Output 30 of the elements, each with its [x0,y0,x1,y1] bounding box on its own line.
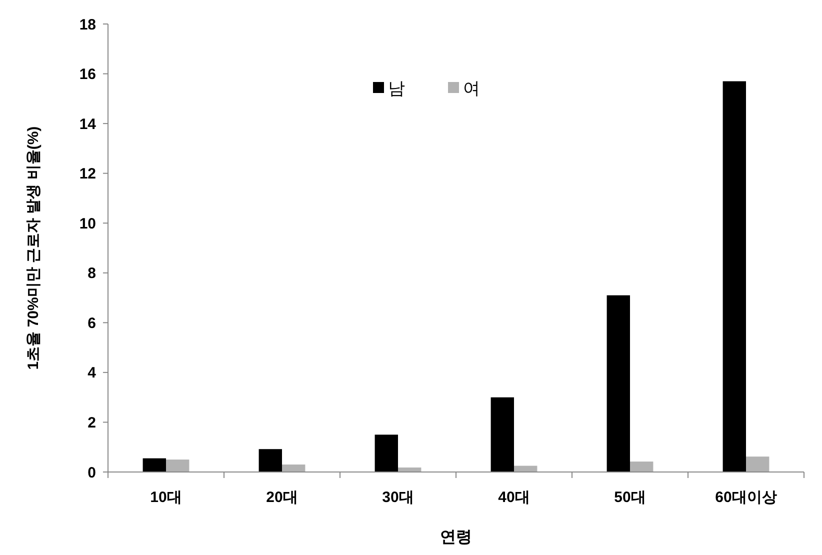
bar [630,462,654,472]
bar [166,460,190,472]
y-tick-label: 16 [79,66,96,84]
bar [722,81,746,472]
bar [282,464,306,472]
bar [374,434,398,472]
x-tick-label: 50대 [614,489,646,506]
y-tick-label: 12 [79,166,96,183]
y-tick-label: 0 [88,464,96,482]
bar [142,458,166,472]
y-tick-label: 14 [79,116,97,133]
y-tick-label: 4 [88,364,97,382]
x-axis-title: 연령 [440,529,472,546]
x-tick-label: 30대 [382,489,414,506]
x-tick-label: 20대 [266,489,298,506]
bar [746,456,770,472]
bar [258,449,282,472]
y-tick-label: 6 [88,314,96,332]
y-tick-label: 18 [79,16,96,34]
x-tick-label: 40대 [498,489,530,506]
y-tick-label: 2 [88,414,96,432]
bar [490,397,514,472]
bar [606,295,630,472]
y-tick-label: 8 [88,265,96,282]
x-tick-label: 60대이상 [715,489,777,506]
legend-label: 여 [463,78,480,98]
y-tick-label: 10 [79,215,96,232]
legend-label: 남 [388,78,405,98]
x-tick-label: 10대 [150,489,182,506]
y-axis-title: 1초율 70%미만 근로자 발생 비율(%) [25,126,42,370]
